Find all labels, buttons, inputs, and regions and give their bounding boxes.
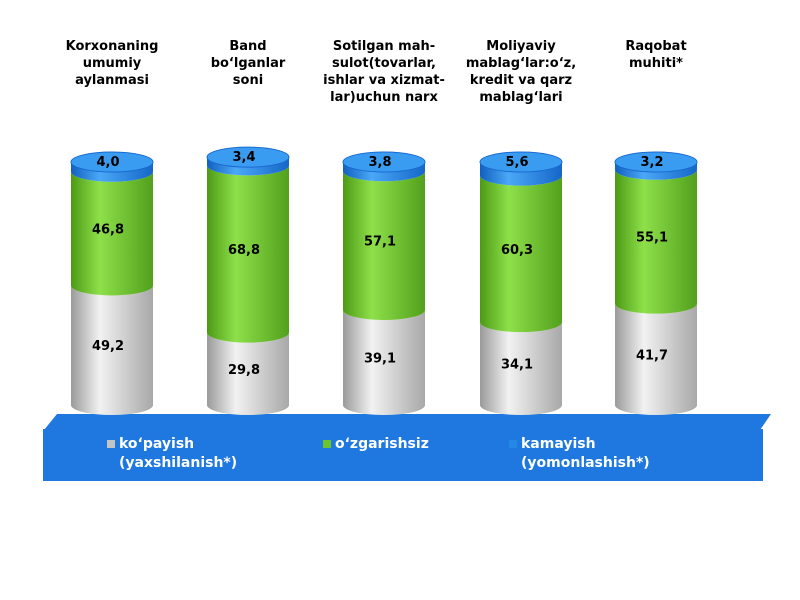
- data-label: 29,8: [228, 363, 260, 378]
- bar-ozgarishsiz-3: [343, 171, 425, 320]
- bar-kopayish-4: [480, 322, 562, 415]
- category-label-3: Sotilgan mah- sulot(tovarlar, ishlar va …: [323, 39, 445, 105]
- category-label-2: Band bo‘lganlar soni: [210, 39, 286, 88]
- cylinder-top-2: [206, 146, 290, 168]
- category-label-1: Korxonaning umumiy aylanmasi: [65, 39, 159, 88]
- data-label: 3,2: [640, 155, 663, 170]
- data-label: 60,3: [501, 243, 533, 258]
- cylinder-top-4: [479, 151, 563, 173]
- bar-ozgarishsiz-4: [480, 175, 562, 333]
- data-label: 39,1: [364, 351, 396, 366]
- data-label: 57,1: [364, 235, 396, 250]
- data-label: 34,1: [501, 358, 533, 373]
- bar-kamayish-2: [207, 157, 289, 176]
- bar-kamayish-1: [71, 162, 153, 182]
- data-label: 3,4: [232, 150, 255, 165]
- legend-label: ko‘payish (yaxshilanish*): [119, 436, 238, 471]
- data-label: 4,0: [96, 155, 119, 170]
- bar-ozgarishsiz-2: [207, 165, 289, 343]
- legend: ko‘payish (yaxshilanish*) o‘zgarishsiz k…: [43, 429, 763, 481]
- category-label-5: Raqobat muhiti*: [625, 39, 687, 71]
- category-label-4: Moliyaviy mablag‘lar:o‘z, kredit va qarz…: [465, 39, 577, 105]
- bar-kopayish-1: [71, 285, 153, 415]
- data-label: 55,1: [636, 231, 668, 246]
- legend-label: o‘zgarishsiz: [335, 436, 429, 452]
- data-label: 68,8: [228, 243, 260, 258]
- bar-kopayish-3: [343, 309, 425, 415]
- bar-kamayish-3: [343, 162, 425, 182]
- legend-swatch-grey: [107, 440, 115, 448]
- data-label: 49,2: [92, 339, 124, 354]
- data-label: 46,8: [92, 223, 124, 238]
- legend-label: kamayish (yomonlashish*): [521, 436, 650, 471]
- data-label: 3,8: [368, 155, 391, 170]
- bar-ozgarishsiz-5: [615, 169, 697, 314]
- legend-swatch-blue: [509, 440, 517, 448]
- bar-kopayish-2: [207, 332, 289, 415]
- chart-cylinders: 49,2 46,8 4,0 29,8 68,8 3,4 39,1 57,1 3,8 34,1 60,…: [70, 146, 698, 415]
- cylinder-top-5: [614, 151, 698, 173]
- cylinder-top-1: [70, 151, 154, 173]
- data-label: 41,7: [636, 348, 668, 363]
- data-label: 5,6: [505, 155, 528, 170]
- chart-floor: [44, 414, 771, 430]
- bar-kamayish-5: [615, 162, 697, 180]
- cylinder-top-3: [342, 151, 426, 173]
- legend-swatch-green: [323, 440, 331, 448]
- bar-ozgarishsiz-1: [71, 171, 153, 296]
- bar-kamayish-4: [480, 162, 562, 186]
- bar-kopayish-5: [615, 303, 697, 415]
